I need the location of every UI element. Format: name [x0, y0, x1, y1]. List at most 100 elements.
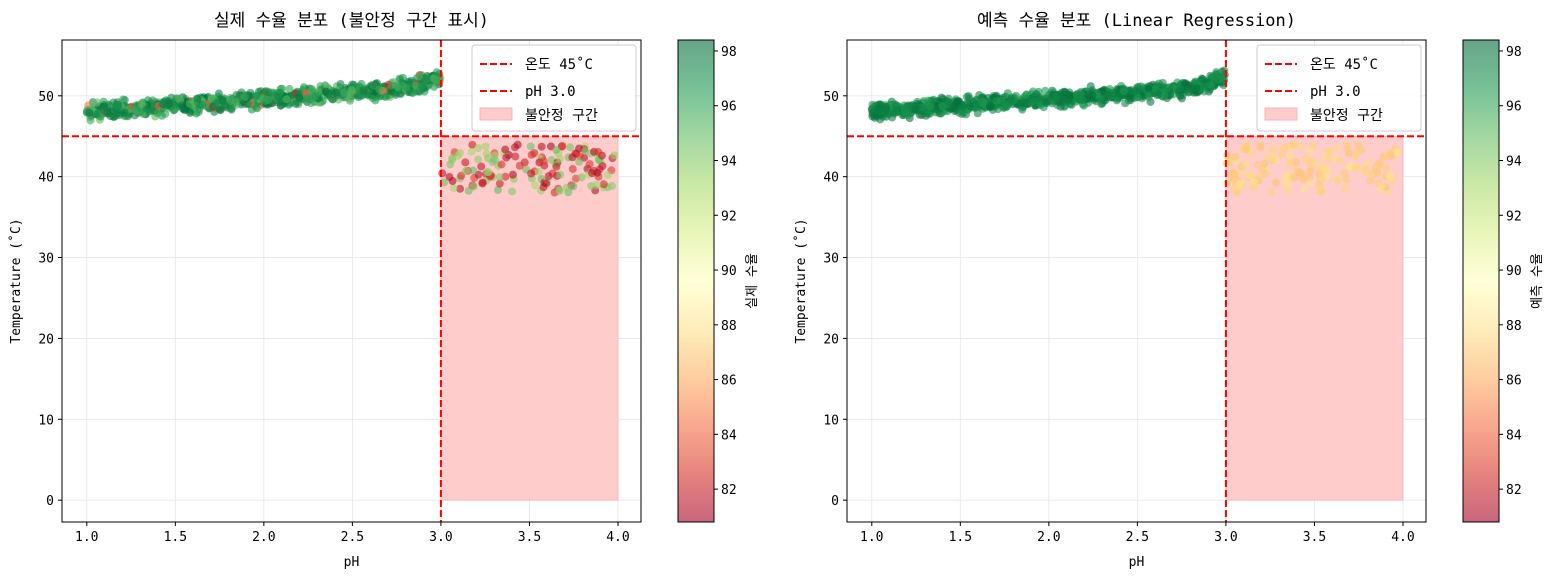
- y-tick-label: 0: [46, 494, 54, 509]
- data-point: [1029, 97, 1038, 106]
- y-tick-label: 50: [823, 90, 839, 105]
- data-point: [552, 162, 561, 171]
- data-point: [569, 182, 578, 191]
- data-point: [1306, 178, 1315, 187]
- data-point: [1368, 170, 1377, 179]
- data-point: [481, 142, 490, 151]
- data-point: [1263, 152, 1272, 161]
- axes-frame: [846, 39, 1427, 523]
- data-point: [556, 170, 565, 179]
- data-point: [174, 94, 183, 103]
- data-point: [1256, 141, 1265, 150]
- legend-box: [1256, 44, 1422, 132]
- data-point: [1242, 159, 1251, 168]
- data-point: [575, 157, 584, 166]
- y-tick-label: 10: [38, 413, 54, 428]
- legend-label: 온도 45˚C: [525, 56, 593, 73]
- data-point: [534, 167, 543, 176]
- data-point: [997, 96, 1006, 105]
- data-point: [130, 106, 139, 115]
- legend-label: pH 3.0: [525, 84, 576, 100]
- data-point: [93, 98, 102, 107]
- data-point: [1351, 163, 1360, 172]
- data-point: [1336, 156, 1345, 165]
- scatter-points: [867, 66, 1402, 197]
- data-point: [1329, 154, 1338, 163]
- data-point: [1283, 186, 1292, 195]
- data-point: [508, 187, 517, 196]
- data-point: [1105, 90, 1114, 99]
- data-point: [285, 84, 294, 93]
- data-point: [903, 111, 912, 120]
- data-point: [398, 73, 407, 82]
- data-point: [592, 180, 601, 189]
- data-point: [484, 168, 493, 177]
- subplot-1: 1.0 1.5 2.0 2.5 3.0 3.5 4.0 0 10 20 30 40 50 온도 45˚C p…: [8, 11, 760, 570]
- colorbar-label: 실제 수율: [745, 253, 760, 309]
- data-point: [918, 103, 927, 112]
- colorbar-tick-label: 92: [1506, 209, 1522, 224]
- data-point: [520, 158, 529, 167]
- x-tick-label: 2.5: [341, 530, 364, 545]
- data-point: [926, 102, 935, 111]
- data-point: [1060, 96, 1069, 105]
- data-point: [468, 140, 477, 149]
- data-point: [965, 102, 974, 111]
- data-point: [1292, 158, 1301, 167]
- data-point: [555, 186, 564, 195]
- legend: 온도 45˚C pH 3.0 불안정 구간: [1256, 44, 1422, 132]
- data-point: [1073, 89, 1082, 98]
- data-point: [539, 157, 548, 166]
- data-point: [938, 102, 947, 111]
- data-point: [1361, 168, 1370, 177]
- data-point: [1305, 146, 1314, 155]
- data-point: [1342, 175, 1351, 184]
- data-point: [1300, 184, 1309, 193]
- data-point: [1278, 150, 1287, 159]
- x-tick-label: 4.0: [1391, 530, 1414, 545]
- colorbar-tick-label: 96: [1506, 100, 1522, 115]
- data-point: [474, 155, 483, 164]
- colorbar-tick-label: 94: [1506, 155, 1522, 170]
- data-point: [1112, 96, 1121, 105]
- data-point: [1002, 102, 1011, 111]
- data-point: [1144, 84, 1153, 93]
- data-point: [315, 87, 324, 96]
- data-point: [1297, 142, 1306, 151]
- y-tick-label: 40: [38, 171, 54, 186]
- data-point: [1042, 98, 1051, 107]
- y-tick-label: 10: [823, 413, 839, 428]
- y-tick-label: 50: [38, 90, 54, 105]
- colorbar-tick-label: 88: [1506, 319, 1522, 334]
- y-tick-label: 20: [823, 332, 839, 347]
- data-point: [1271, 178, 1280, 187]
- data-point: [422, 75, 431, 84]
- data-point: [153, 109, 162, 118]
- data-point: [1285, 151, 1294, 160]
- data-point: [1126, 94, 1135, 103]
- data-point: [1332, 143, 1341, 152]
- data-point: [308, 86, 317, 95]
- data-point: [1267, 188, 1276, 197]
- axes-frame: [61, 39, 642, 523]
- data-point: [439, 178, 448, 187]
- data-point: [1269, 153, 1278, 162]
- data-point: [264, 87, 273, 96]
- data-point: [461, 158, 470, 167]
- data-point: [1223, 151, 1232, 160]
- data-point: [555, 154, 564, 163]
- data-point: [493, 186, 502, 195]
- data-point: [495, 173, 504, 182]
- data-point: [1316, 187, 1325, 196]
- data-point: [527, 169, 536, 178]
- data-point: [1363, 159, 1372, 168]
- data-point: [948, 104, 957, 113]
- colorbar-tick-label: 84: [1506, 428, 1522, 443]
- data-point: [357, 79, 366, 88]
- data-point: [1057, 88, 1066, 97]
- data-point: [1354, 141, 1363, 150]
- data-point: [448, 177, 457, 186]
- data-point: [99, 105, 108, 114]
- data-point: [381, 92, 390, 101]
